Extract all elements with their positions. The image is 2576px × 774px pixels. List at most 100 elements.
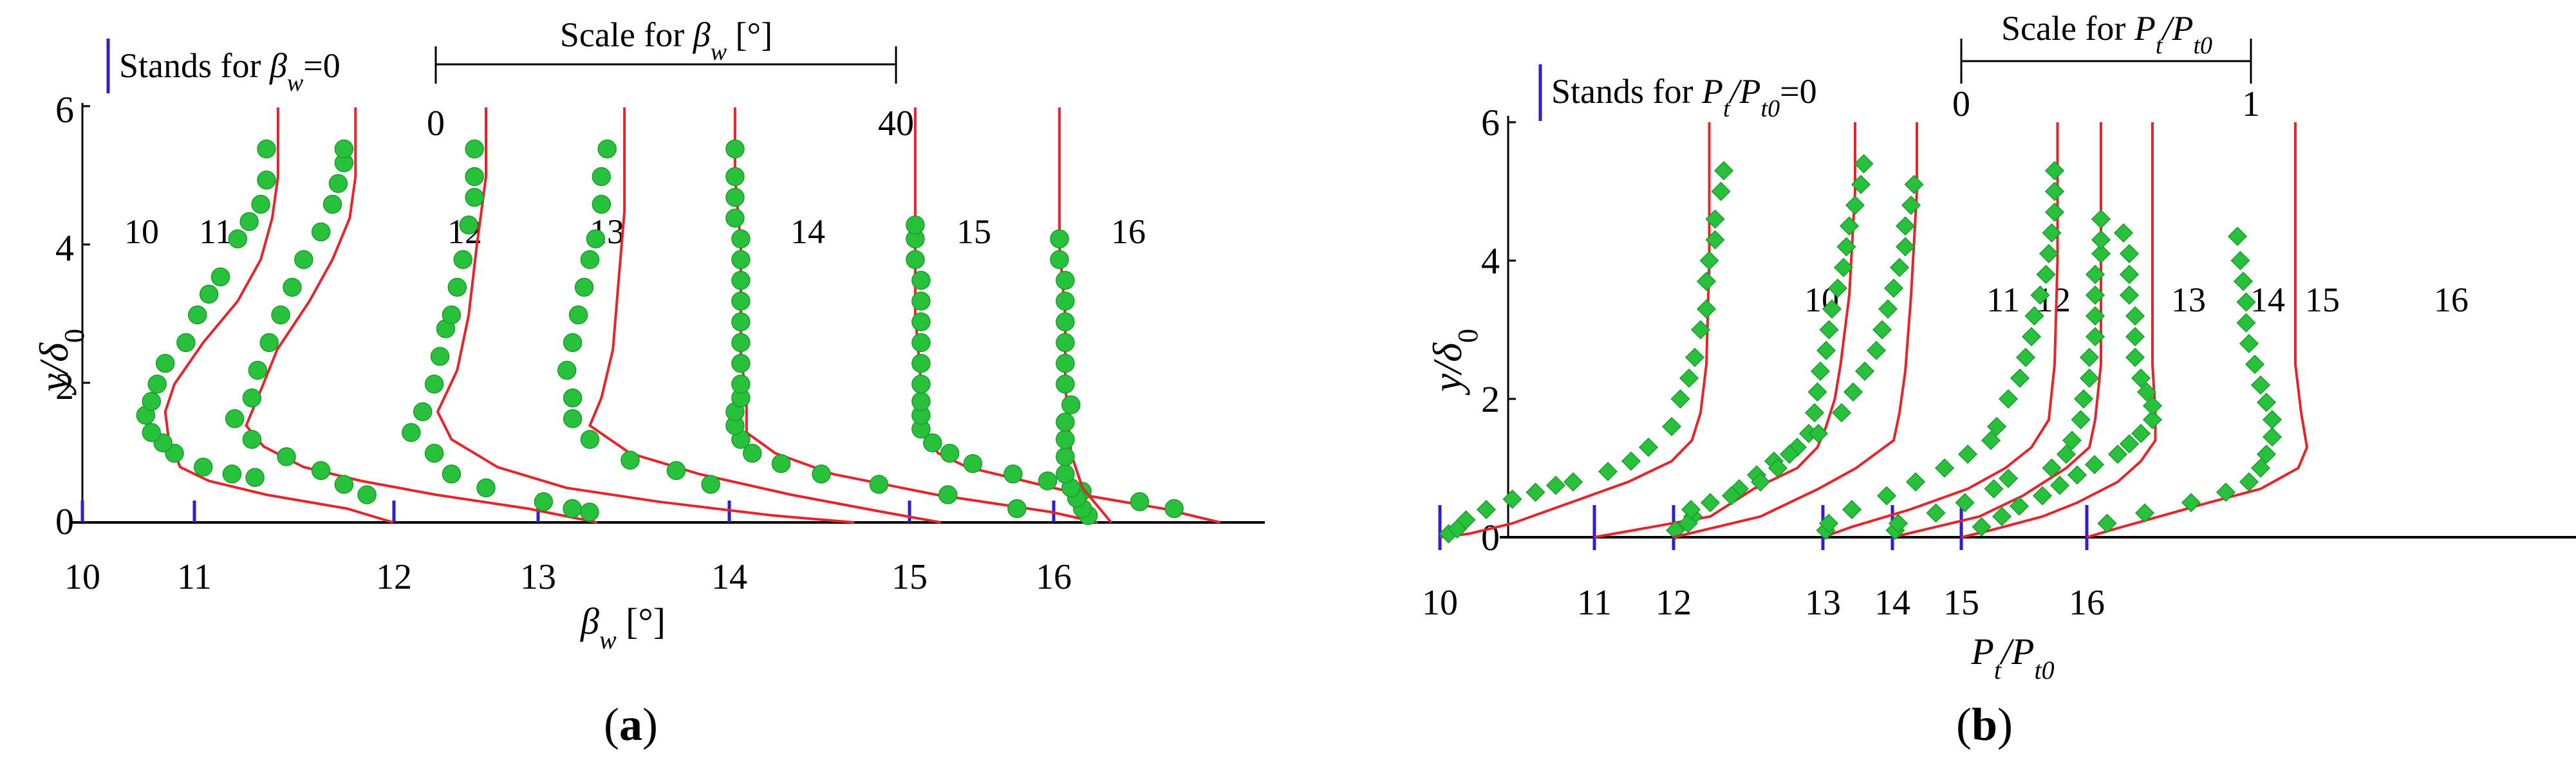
data-point bbox=[1545, 475, 1566, 495]
data-point bbox=[222, 465, 242, 484]
data-point bbox=[1768, 458, 1788, 478]
data-point bbox=[597, 139, 617, 159]
panel-a: y/δ0 0 2 4 6 Stands for βw=0 Scale for β… bbox=[31, 15, 1265, 750]
data-point bbox=[447, 277, 467, 297]
data-point bbox=[1998, 468, 2019, 488]
data-point bbox=[357, 485, 377, 504]
data-point bbox=[1905, 472, 1926, 492]
data-point bbox=[228, 229, 248, 248]
data-point bbox=[731, 312, 751, 331]
data-point bbox=[1889, 257, 1910, 277]
data-point bbox=[666, 461, 686, 481]
station-label: 16 bbox=[1111, 212, 1146, 251]
data-point bbox=[586, 229, 606, 248]
data-point bbox=[731, 229, 751, 248]
data-point bbox=[574, 277, 594, 297]
data-point bbox=[1563, 472, 1583, 492]
data-point bbox=[1056, 354, 1075, 373]
station-label: 15 bbox=[957, 212, 991, 251]
data-point bbox=[725, 139, 745, 159]
scale-max-label-b: 1 bbox=[2242, 84, 2260, 124]
data-point bbox=[248, 360, 268, 380]
data-point bbox=[2256, 392, 2277, 412]
data-point bbox=[2049, 475, 2070, 495]
data-point bbox=[311, 461, 331, 481]
station-tick-label: 10 bbox=[1422, 583, 1458, 623]
profile-line-station-10 bbox=[163, 107, 394, 524]
data-point bbox=[731, 250, 751, 270]
data-point bbox=[2021, 327, 2042, 347]
data-point bbox=[1872, 320, 1892, 340]
station-label: 14 bbox=[2250, 281, 2285, 319]
data-point bbox=[1816, 340, 1836, 360]
scale-title-b: Scale for Pt/Pt0 bbox=[2001, 9, 2212, 59]
data-point bbox=[2085, 264, 2105, 284]
data-point bbox=[334, 139, 354, 159]
data-point bbox=[2181, 493, 2201, 513]
data-point bbox=[563, 388, 583, 408]
station-label: 14 bbox=[790, 212, 825, 251]
data-point bbox=[2091, 230, 2111, 250]
data-point bbox=[1700, 493, 1721, 513]
data-point bbox=[911, 312, 931, 331]
data-point bbox=[210, 267, 230, 287]
plot-area-b bbox=[1438, 122, 2309, 550]
data-point bbox=[869, 475, 889, 494]
data-point bbox=[731, 374, 751, 394]
data-point bbox=[701, 475, 720, 494]
data-point bbox=[1130, 492, 1150, 511]
data-point bbox=[1876, 486, 1897, 506]
data-point bbox=[2067, 465, 2087, 485]
data-point bbox=[476, 478, 496, 497]
data-point bbox=[1705, 209, 1725, 229]
data-point bbox=[906, 216, 925, 235]
data-point bbox=[2134, 503, 2155, 523]
data-point bbox=[1831, 403, 1852, 423]
data-point bbox=[322, 194, 342, 214]
data-point bbox=[2131, 368, 2151, 388]
data-point bbox=[2239, 333, 2259, 354]
data-point bbox=[294, 250, 313, 270]
data-point bbox=[2125, 306, 2145, 326]
data-point bbox=[592, 194, 611, 214]
data-point bbox=[963, 454, 983, 474]
data-point bbox=[188, 305, 207, 325]
data-point bbox=[2084, 455, 2105, 475]
scale-min-label-a: 0 bbox=[427, 104, 445, 143]
data-point bbox=[465, 139, 484, 159]
data-point bbox=[2125, 327, 2145, 347]
data-point bbox=[334, 475, 354, 494]
data-point bbox=[2125, 347, 2145, 367]
data-point bbox=[1526, 483, 1545, 502]
data-point bbox=[2142, 410, 2163, 430]
data-point bbox=[1972, 517, 1992, 537]
data-point bbox=[725, 208, 745, 228]
data-point bbox=[251, 194, 270, 214]
station-tick-label: 14 bbox=[711, 557, 747, 597]
data-point bbox=[1056, 291, 1075, 311]
scale-min-label-b: 0 bbox=[1952, 84, 1970, 124]
station-tick-label: 11 bbox=[1577, 583, 1612, 623]
y-tick-label: 6 bbox=[55, 89, 74, 131]
y-axis-label-b: y/δ0 bbox=[1424, 329, 1484, 396]
data-point bbox=[725, 188, 745, 207]
station-tick-label: 16 bbox=[2069, 583, 2105, 623]
data-point bbox=[1981, 430, 2001, 450]
data-point bbox=[2233, 272, 2254, 291]
data-point bbox=[1705, 230, 1725, 250]
data-point bbox=[1804, 403, 1825, 423]
data-point bbox=[731, 291, 751, 311]
data-point bbox=[1833, 257, 1854, 277]
data-point bbox=[239, 212, 259, 232]
station-tick-label: 11 bbox=[177, 557, 212, 597]
data-point bbox=[2032, 486, 2053, 506]
data-point bbox=[1007, 499, 1027, 519]
data-point bbox=[563, 409, 583, 428]
data-point bbox=[1926, 503, 1946, 523]
data-point bbox=[1818, 513, 1839, 533]
data-point bbox=[1061, 395, 1081, 414]
data-point bbox=[1661, 416, 1682, 437]
data-point bbox=[430, 347, 450, 366]
data-point bbox=[2030, 285, 2050, 305]
data-point bbox=[2044, 202, 2065, 222]
